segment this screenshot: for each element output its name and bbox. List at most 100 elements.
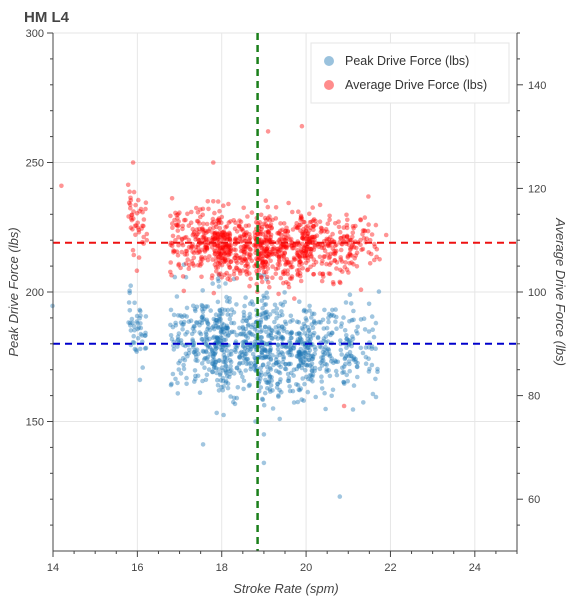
average-force-point xyxy=(305,267,310,273)
average-force-point xyxy=(242,256,247,262)
average-force-point xyxy=(299,123,305,129)
average-force-point xyxy=(360,246,366,252)
average-force-point xyxy=(203,244,209,250)
peak-force-point xyxy=(285,350,291,355)
peak-force-point xyxy=(288,335,294,341)
peak-force-point xyxy=(267,379,272,384)
average-force-point xyxy=(258,243,263,248)
peak-force-point xyxy=(318,360,323,365)
peak-force-point xyxy=(192,324,197,329)
peak-force-point xyxy=(304,333,310,339)
average-force-point xyxy=(217,225,222,231)
peak-force-point xyxy=(306,357,312,363)
average-force-point xyxy=(311,217,317,222)
peak-force-point xyxy=(258,369,264,375)
average-force-point xyxy=(248,252,253,257)
x-tick-label: 22 xyxy=(384,562,396,574)
average-force-point xyxy=(233,236,238,241)
average-force-point xyxy=(214,235,219,241)
peak-force-point xyxy=(218,311,223,316)
peak-force-point xyxy=(224,373,230,379)
peak-force-point xyxy=(258,312,263,318)
peak-force-point xyxy=(192,379,197,384)
average-force-point xyxy=(283,238,289,243)
peak-force-point xyxy=(265,314,271,320)
peak-force-point xyxy=(264,277,269,282)
peak-force-point xyxy=(373,320,379,326)
average-force-point xyxy=(300,235,305,241)
average-force-point xyxy=(331,281,336,287)
peak-force-point xyxy=(296,331,302,337)
average-force-point xyxy=(243,263,248,269)
peak-force-point xyxy=(303,354,308,360)
peak-force-point xyxy=(349,353,354,359)
average-force-point xyxy=(191,263,197,268)
peak-force-point xyxy=(199,307,205,312)
average-force-point xyxy=(347,237,353,243)
peak-force-point xyxy=(242,354,247,359)
peak-force-point xyxy=(265,351,271,356)
average-force-point xyxy=(216,232,221,237)
average-force-point xyxy=(296,209,301,214)
peak-force-point xyxy=(267,333,272,338)
peak-force-point xyxy=(210,369,215,375)
average-force-point xyxy=(243,246,248,252)
average-force-point xyxy=(348,246,353,251)
average-force-point xyxy=(216,251,221,257)
peak-force-point xyxy=(215,276,221,282)
average-force-point xyxy=(241,244,246,249)
peak-force-point xyxy=(282,290,287,295)
peak-force-point xyxy=(218,328,224,334)
average-force-point xyxy=(309,234,315,240)
average-force-point xyxy=(288,236,294,242)
peak-force-point xyxy=(207,327,213,333)
peak-force-point xyxy=(181,319,187,325)
peak-force-point xyxy=(311,319,317,325)
peak-force-point xyxy=(205,354,211,360)
average-force-point xyxy=(243,245,248,250)
peak-force-point xyxy=(267,348,273,353)
average-force-point xyxy=(214,224,219,230)
peak-force-point xyxy=(214,318,219,323)
average-force-point xyxy=(319,228,325,234)
peak-force-point xyxy=(272,302,278,308)
peak-force-point xyxy=(264,380,269,385)
average-force-point xyxy=(293,243,299,248)
average-force-point xyxy=(265,204,271,210)
peak-force-point xyxy=(231,329,237,335)
peak-force-point xyxy=(351,317,356,323)
peak-force-point xyxy=(198,331,204,337)
average-force-point xyxy=(344,267,350,272)
average-force-point xyxy=(241,252,247,257)
average-force-point xyxy=(186,262,192,268)
x-tick-label: 14 xyxy=(47,562,59,574)
average-force-point xyxy=(302,245,307,251)
average-force-point xyxy=(327,271,333,277)
average-force-point xyxy=(264,249,269,255)
average-force-point xyxy=(314,233,320,238)
peak-force-point xyxy=(264,290,270,296)
average-force-point xyxy=(196,237,202,243)
peak-force-point xyxy=(288,331,293,337)
peak-force-point xyxy=(240,343,246,348)
average-force-point xyxy=(216,220,221,226)
average-force-point xyxy=(332,248,337,254)
average-force-point xyxy=(303,228,309,234)
average-force-point xyxy=(308,254,314,259)
peak-force-point xyxy=(370,327,376,333)
average-force-point xyxy=(239,257,245,262)
legend: Peak Drive Force (lbs) Average Drive For… xyxy=(310,42,510,104)
peak-force-point xyxy=(216,358,222,364)
average-force-point xyxy=(344,234,350,240)
peak-force-point xyxy=(260,362,266,368)
peak-force-point xyxy=(194,304,200,310)
average-force-point xyxy=(302,244,308,249)
peak-force-point xyxy=(310,325,316,331)
peak-force-point xyxy=(252,342,258,347)
peak-force-point xyxy=(329,393,335,399)
peak-force-point xyxy=(181,342,186,348)
average-force-point xyxy=(234,265,239,270)
peak-force-point xyxy=(211,362,217,368)
peak-force-point xyxy=(305,325,311,330)
average-force-point xyxy=(304,253,310,259)
